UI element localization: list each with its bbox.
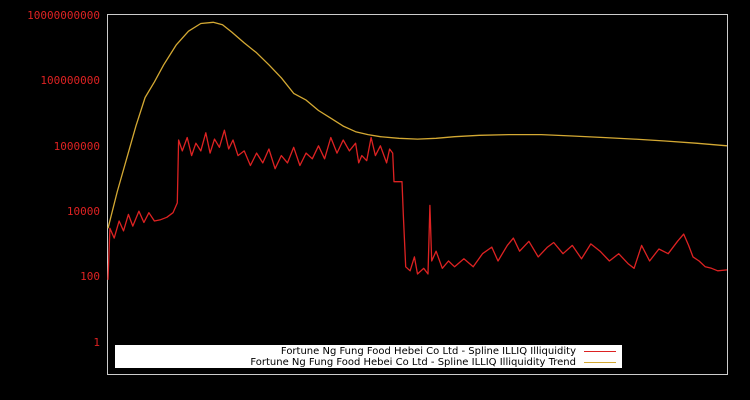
legend: Fortune Ng Fung Food Hebei Co Ltd - Spli… — [115, 345, 622, 368]
y-tick-label: 10000000000 — [27, 9, 100, 22]
y-tick-label: 1000000 — [53, 140, 100, 153]
legend-label: Fortune Ng Fung Food Hebei Co Ltd - Spli… — [250, 357, 576, 368]
y-tick-label: 10000 — [66, 205, 100, 218]
legend-entry-illiquidity: Fortune Ng Fung Food Hebei Co Ltd - Spli… — [281, 346, 622, 357]
y-tick-label: 100 — [80, 270, 100, 283]
y-tick-label: 1 — [93, 336, 100, 349]
plot-frame — [107, 14, 728, 375]
legend-label: Fortune Ng Fung Food Hebei Co Ltd - Spli… — [280, 346, 576, 357]
legend-swatch-gold — [584, 362, 616, 363]
legend-entry-trend: Fortune Ng Fung Food Hebei Co Ltd - Spli… — [250, 357, 622, 368]
y-tick-label: 100000000 — [40, 74, 100, 87]
illiquidity-line — [107, 129, 728, 280]
legend-swatch-red — [584, 351, 616, 352]
illiquidity-trend-line — [107, 21, 728, 229]
